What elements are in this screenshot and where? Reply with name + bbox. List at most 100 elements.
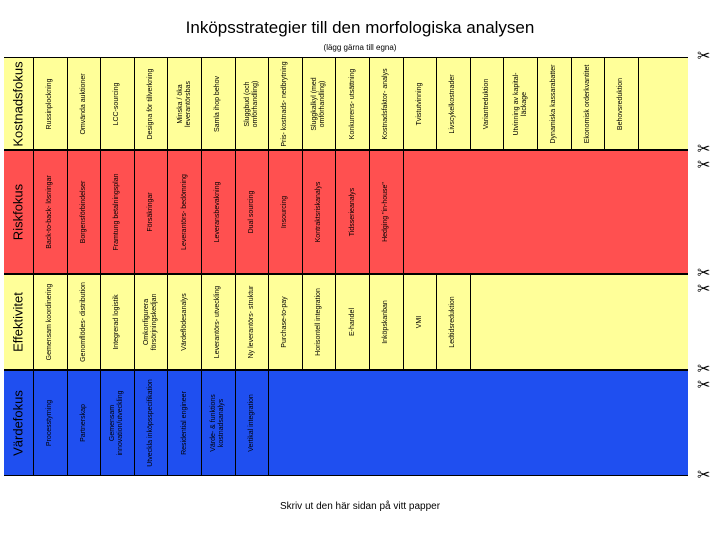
- strategy-label: Integrerad logistik: [113, 294, 121, 350]
- strategy-label: Ekonomisk orderkvantitet: [583, 64, 591, 143]
- page-subtitle: (lägg gärna till egna): [323, 43, 397, 52]
- strategy-label: Sluggkalkyl (med omförhandling): [311, 76, 327, 131]
- strategy-label: Purchase-to-pay: [281, 296, 289, 348]
- strategy-label: Borgensförbindelser: [79, 180, 87, 244]
- strategy-label: Utveckla inköpsspecifikation: [147, 379, 155, 467]
- strategy-label: Variantreduktion: [483, 78, 491, 129]
- strategy-label: Kontraktsriskanalys: [315, 181, 323, 243]
- strategy-cell-konkurrens-utsattning: Konkurrens- utsättning: [336, 58, 370, 149]
- strategy-label: Horisontell integration: [315, 288, 323, 356]
- strategy-label: Russinplockning: [46, 78, 54, 129]
- strategy-label: Back-to-back- lösningar: [46, 175, 54, 249]
- strategy-cell-leveransbevakning: Leveransbevakning: [202, 151, 236, 273]
- strategy-label: Ny leverantörs- struktur: [247, 285, 255, 359]
- strategy-label: Hedging "in-house": [382, 182, 390, 242]
- strategy-label: Genomflödes- distribution: [79, 282, 87, 362]
- category-label: Kostnadsfokus: [10, 60, 26, 147]
- strategy-cell-purchase-to-pay: Purchase-to-pay: [269, 275, 303, 369]
- strategy-cell-dynamiska-kassarabatter: Dynamiska kassarabatter: [538, 58, 572, 149]
- strategy-cell-sluggbud-och-omforhandling: Sluggbud (och omförhandling): [236, 58, 270, 149]
- band-kostnadsfokus: Kostnadsfokus Russinplockning Omvända aukt…: [4, 57, 688, 150]
- category-label: Effektivitet: [10, 292, 26, 352]
- strategy-label: Framtung betalningsplan: [113, 173, 121, 251]
- strategy-cell-ledtidsreduktion: Ledtidsreduktion: [437, 275, 471, 369]
- strategy-label: Värdeflödesanalys: [180, 293, 188, 351]
- strategy-cell-horisontell-integration: Horisontell integration: [303, 275, 337, 369]
- strategy-cell-minska-oka-leverantorsbas: Minska / öka leverantörsbas: [168, 58, 202, 149]
- strategy-label: Inköpskanban: [382, 300, 390, 344]
- scissors-icon: ✂: [697, 48, 711, 65]
- strategy-label: Samla ihop behov: [214, 75, 222, 132]
- band-effektivitet: Effektivitet Gemensam koordinering Genomfl…: [4, 274, 688, 370]
- strategy-label: Pris- kostnads- nedbrytning: [281, 60, 289, 147]
- strategy-label: Partnerskap: [79, 404, 87, 442]
- scissors-icon: ✂: [697, 467, 711, 484]
- print-instruction: Skriv ut den här sidan på vitt papper: [279, 501, 441, 512]
- strategy-cell-lcc-sourcing: LCC-sourcing: [101, 58, 135, 149]
- strategy-cell-pris-kostnads-nedbrytning: Pris- kostnads- nedbrytning: [269, 58, 303, 149]
- strategy-cell-utveckla-inkopsspecifikation: Utveckla inköpsspecifikation: [135, 371, 169, 475]
- strategy-cell-insourcing: Insourcing: [269, 151, 303, 273]
- strategy-label: Omkonfigurera försörjningskedjan: [143, 293, 159, 351]
- strategy-label: Residential engineer: [180, 391, 188, 455]
- strategy-cell-inkopskanban: Inköpskanban: [370, 275, 404, 369]
- strategy-cell-samla-ihop-behov: Samla ihop behov: [202, 58, 236, 149]
- strategy-label: E-handel: [348, 307, 356, 337]
- scissors-icon: ✂: [697, 157, 711, 174]
- strategy-cell-residential-engineer: Residential engineer: [168, 371, 202, 475]
- strategy-cell-russinplockning: Russinplockning: [34, 58, 68, 149]
- strategy-cell-integrerad-logistik: Integrerad logistik: [101, 275, 135, 369]
- strategy-label: Ledtidsreduktion: [449, 296, 457, 348]
- strategy-cell-hedging-in-house: Hedging "in-house": [370, 151, 404, 273]
- strategy-label: Gemensam innovation/utveckling: [109, 390, 125, 456]
- strategy-cell-omkonfigurera-forsorjningskedjan: Omkonfigurera försörjningskedjan: [135, 275, 169, 369]
- strategy-cell-designa-for-tillverkning: Designa för tillverkning: [135, 58, 169, 149]
- strategy-cell-e-handel: E-handel: [336, 275, 370, 369]
- strategy-label: Utvinning av kapital- läckage: [512, 71, 528, 136]
- strategy-cell-vardeflodesanalys: Värdeflödesanalys: [168, 275, 202, 369]
- strategy-label: Kostnadsfaktor- analys: [382, 67, 390, 140]
- strategy-label: Leverantörs- utveckling: [214, 285, 222, 359]
- scissors-icon: ✂: [697, 141, 711, 158]
- category-cell: Kostnadsfokus: [4, 58, 34, 149]
- strategy-label: Dynamiska kassarabatter: [550, 64, 558, 143]
- strategy-cell-gemensam-koordinering: Gemensam koordinering: [34, 275, 68, 369]
- strategy-cell-borgensforbindelser: Borgensförbindelser: [68, 151, 102, 273]
- strategy-label: Insourcing: [281, 195, 289, 229]
- band-riskfokus: Riskfokus Back-to-back- lösningar Borgensf…: [4, 150, 688, 274]
- strategy-label: Leveransbevakning: [214, 181, 222, 243]
- strategy-label: Minska / öka leverantörsbas: [176, 80, 192, 127]
- strategy-cell-vmi: VMI: [404, 275, 438, 369]
- strategy-cell-genomflodes-distribution: Genomflödes- distribution: [68, 275, 102, 369]
- strategy-label: Tvistutvinning: [415, 82, 423, 125]
- page-title: Inköpsstrategier till den morfologiska a…: [185, 18, 535, 37]
- strategy-cell-partnerskap: Partnerskap: [68, 371, 102, 475]
- strategy-label: Omvända auktioner: [79, 72, 87, 135]
- strategy-label: Processtyrning: [46, 399, 54, 447]
- strategy-label: Behovsreduktion: [617, 77, 625, 130]
- strategy-label: VMI: [415, 315, 423, 329]
- strategy-cell-kontraktsriskanalys: Kontraktsriskanalys: [303, 151, 337, 273]
- strategy-label: Livscykelkostnader: [449, 73, 457, 134]
- strategy-cell-vertikal-integration: Vertikal integration: [236, 371, 270, 475]
- strategy-cell-dual-sourcing: Dual sourcing: [236, 151, 270, 273]
- scissors-icon: ✂: [697, 361, 711, 378]
- strategy-cell-leverantors-bedomning: Leverantörs- bedömning: [168, 151, 202, 273]
- category-cell: Riskfokus: [4, 151, 34, 273]
- scissors-icon: ✂: [697, 281, 711, 298]
- strategy-cell-framtung-betalningsplan: Framtung betalningsplan: [101, 151, 135, 273]
- strategy-label: Värde- & funktions kostnadsanalys: [210, 394, 226, 452]
- scissors-icon: ✂: [697, 377, 711, 394]
- strategy-cell-tidsserieanalys: Tidsserieanalys: [336, 151, 370, 273]
- strategy-cell-behovsreduktion: Behovsreduktion: [605, 58, 639, 149]
- strategy-label: Sluggbud (och omförhandling): [243, 80, 259, 127]
- strategy-cell-varde-funktions-kostnadsanalys: Värde- & funktions kostnadsanalys: [202, 371, 236, 475]
- strategy-label: Designa för tillverkning: [147, 68, 155, 139]
- strategy-cell-kostnadsfaktor-analys: Kostnadsfaktor- analys: [370, 58, 404, 149]
- scissors-icon: ✂: [697, 265, 711, 282]
- strategy-cell-gemensam-innovation-utveckling: Gemensam innovation/utveckling: [101, 371, 135, 475]
- band-vardefokus: Värdefokus Processtyrning Partnerskap Gemen…: [4, 370, 688, 476]
- category-label: Riskfokus: [10, 183, 26, 241]
- category-label: Värdefokus: [10, 390, 26, 456]
- strategy-cell-variantreduktion: Variantreduktion: [471, 58, 505, 149]
